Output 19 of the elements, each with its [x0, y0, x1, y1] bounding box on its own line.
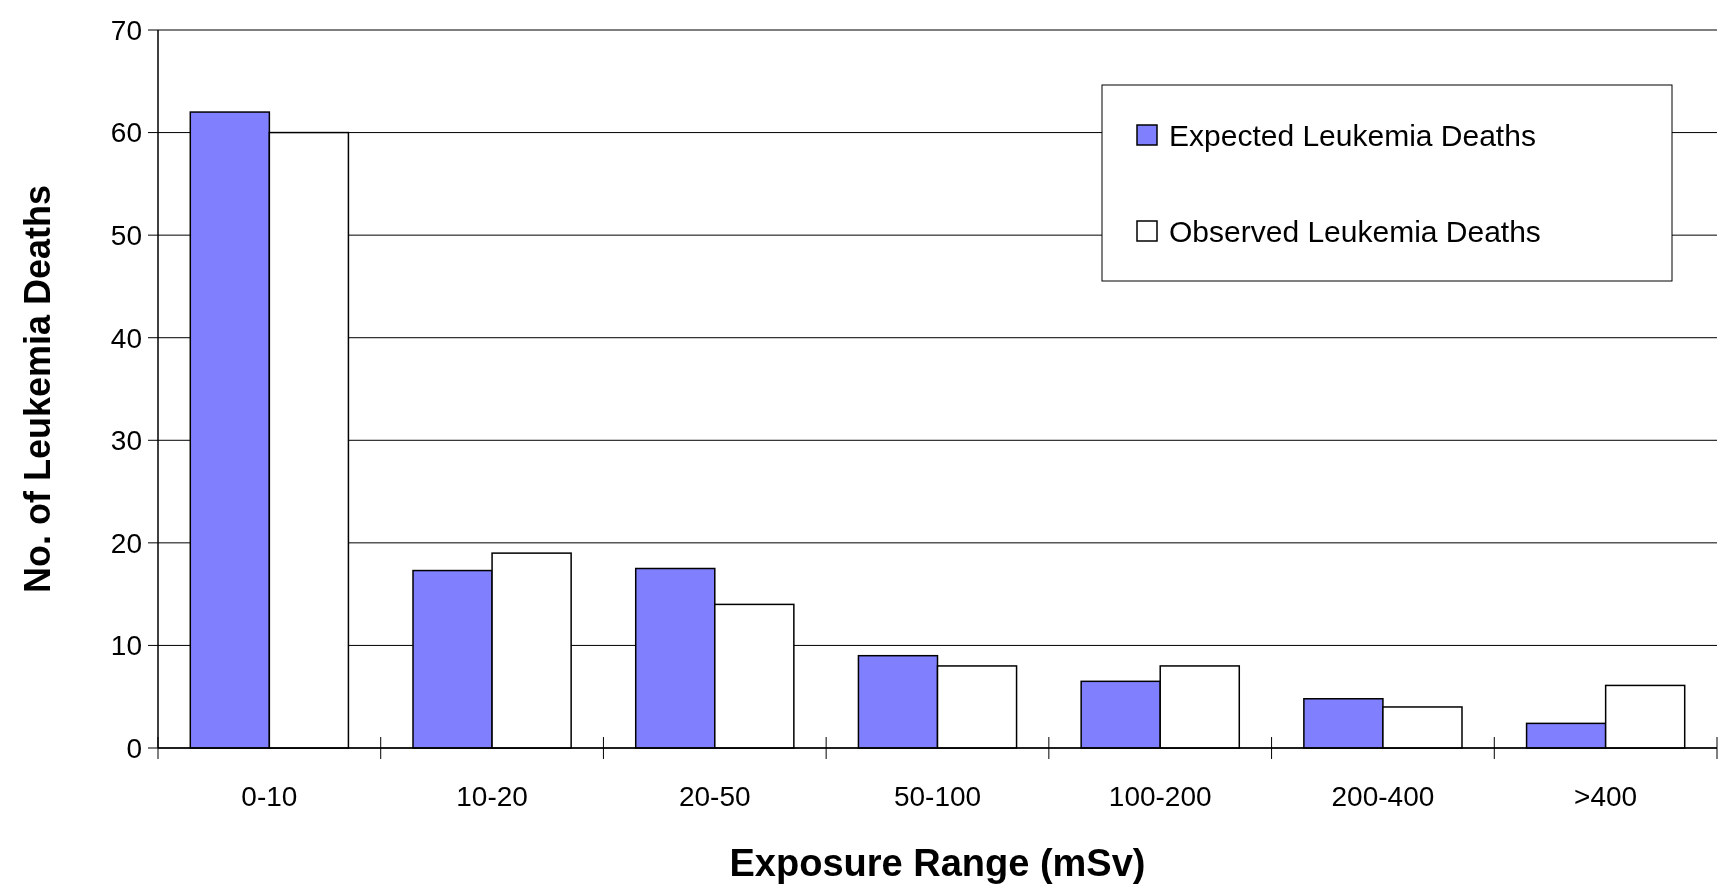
y-tick-label: 70 — [110, 14, 142, 46]
y-axis-title: No. of Leukemia Deaths — [17, 184, 58, 594]
legend-label: Observed Leukemia Deaths — [1169, 214, 1541, 248]
x-tick-label: >400 — [1574, 781, 1638, 812]
y-tick-label: 50 — [110, 219, 142, 251]
x-tick-label: 50-100 — [893, 781, 982, 812]
x-tick-label: 10-20 — [456, 781, 528, 812]
x-tick-label: 0-10 — [241, 781, 298, 812]
y-tick-label: 30 — [110, 425, 142, 457]
y-tick-label: 20 — [110, 527, 142, 559]
x-axis-title: Exposure Range (mSv) — [729, 842, 1146, 884]
x-tick-label: 200-400 — [1331, 781, 1435, 812]
x-tick-label: 100-200 — [1108, 781, 1212, 812]
y-tick-label: 10 — [110, 630, 142, 662]
y-tick-label: 60 — [110, 117, 142, 149]
legend-label: Expected Leukemia Deaths — [1169, 118, 1536, 152]
y-tick-label: 0 — [126, 732, 142, 764]
y-tick-label: 40 — [110, 322, 142, 354]
x-tick-label: 20-50 — [678, 781, 751, 812]
